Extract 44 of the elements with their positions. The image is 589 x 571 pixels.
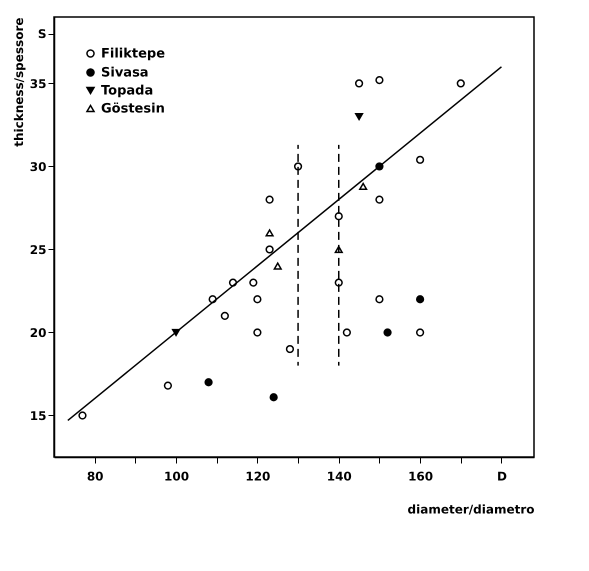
point	[342, 328, 351, 337]
point	[249, 278, 258, 287]
y-tick-label: 35	[30, 76, 46, 91]
point	[265, 196, 274, 204]
point	[220, 312, 229, 320]
point	[78, 411, 87, 420]
point	[416, 295, 424, 304]
point	[164, 382, 172, 390]
y-tick-label: 15	[30, 408, 46, 423]
point	[204, 378, 213, 386]
legend-label: Topada	[101, 84, 154, 98]
point	[274, 262, 282, 270]
legend-label: Sivasa	[101, 66, 149, 80]
y-tick-label: 25	[30, 242, 46, 257]
point	[375, 295, 384, 304]
point	[383, 328, 392, 337]
x-tick-label: D	[496, 470, 507, 484]
point	[270, 393, 278, 402]
y-tick-label: 20	[30, 326, 46, 340]
y-tick-label: S	[38, 27, 46, 42]
x-tick-label: 80	[86, 470, 104, 484]
point	[375, 76, 384, 84]
point	[286, 344, 294, 354]
legend-label: Filiktepe	[101, 46, 166, 62]
point	[354, 112, 364, 120]
point	[253, 328, 262, 337]
y-axis-title: thickness/spessore	[12, 18, 26, 147]
point	[265, 229, 274, 237]
point	[334, 212, 343, 220]
point	[456, 79, 465, 88]
legend-label: Göstesin	[101, 102, 165, 116]
point	[359, 182, 368, 190]
x-axis-title: diameter/diametro	[408, 502, 534, 516]
point	[253, 295, 262, 304]
x-tick-label: 100	[164, 470, 190, 484]
y-tick-label: 30	[30, 160, 46, 174]
x-tick-label: 160	[408, 470, 434, 484]
point	[265, 245, 274, 254]
point	[416, 156, 424, 164]
point	[354, 79, 364, 88]
point	[375, 196, 384, 204]
x-tick-label: 140	[326, 470, 352, 484]
x-tick-label: 120	[245, 470, 270, 484]
point	[416, 328, 424, 337]
